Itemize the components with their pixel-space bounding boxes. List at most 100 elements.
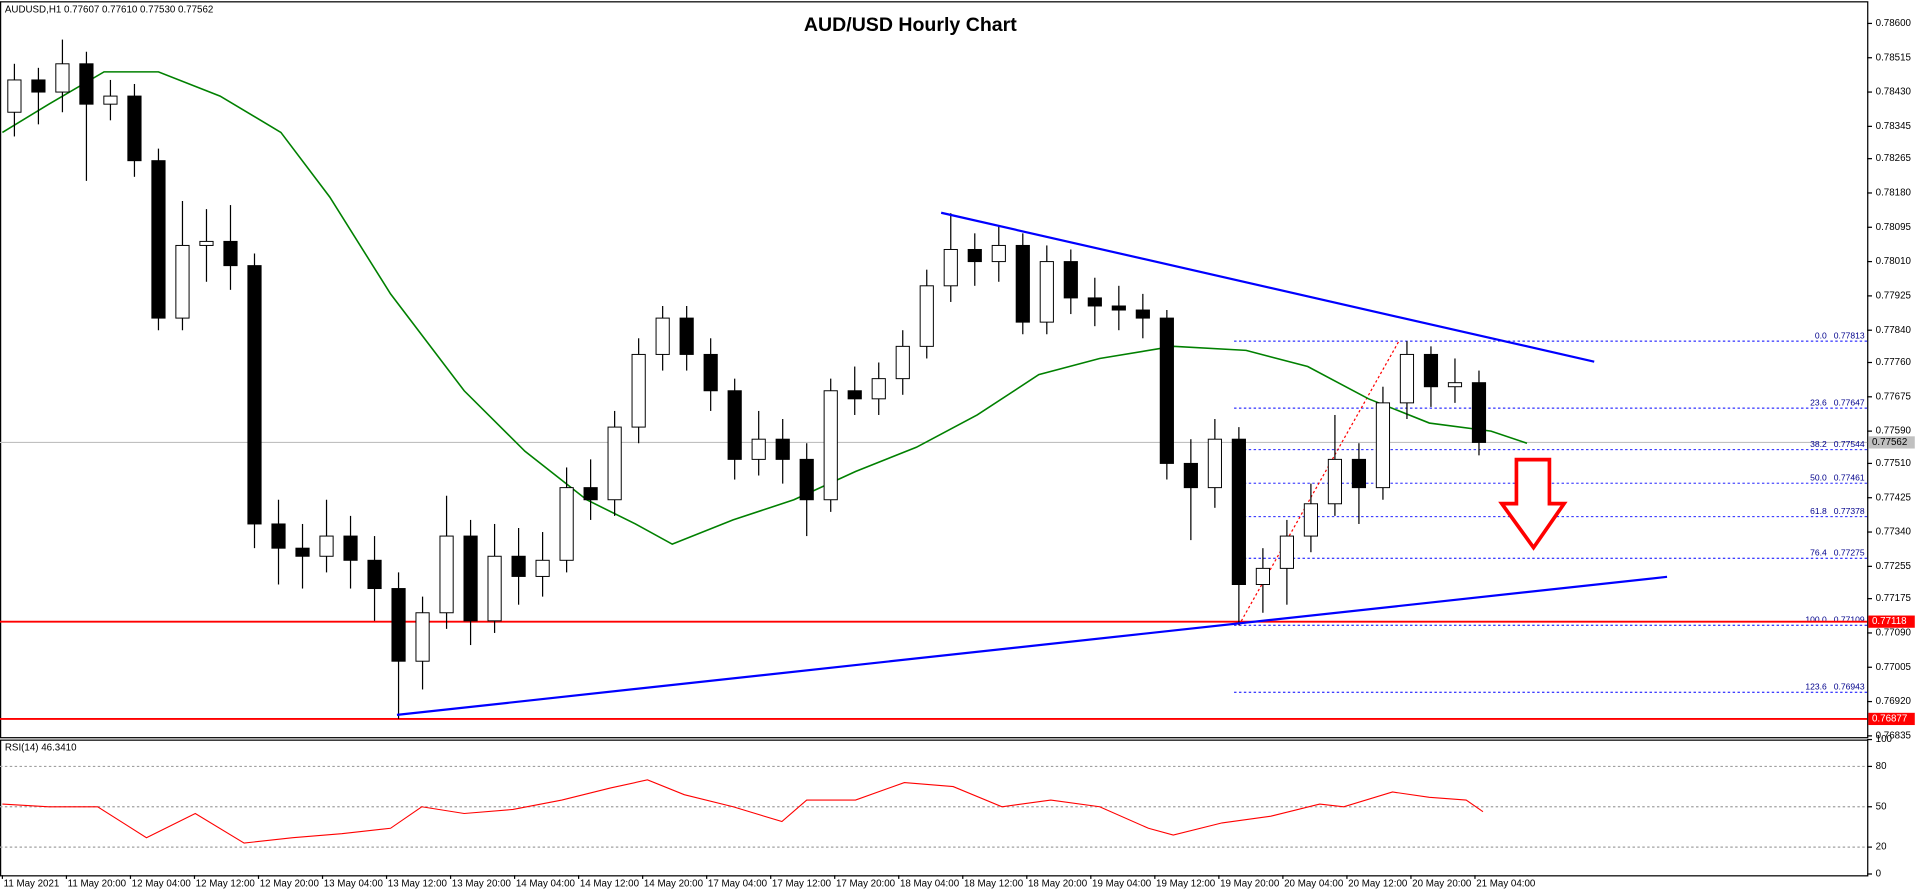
x-tick-label: 12 May 12:00 [196, 878, 256, 889]
candle-body [559, 487, 574, 561]
candle-body [1159, 317, 1174, 464]
x-tick-label: 21 May 04:00 [1476, 878, 1536, 889]
x-tick-label: 12 May 04:00 [132, 878, 192, 889]
y-tick-label: 0.78180 [1876, 188, 1912, 199]
candle-body [583, 487, 598, 501]
x-tick-label: 18 May 20:00 [1028, 878, 1088, 889]
candle-body [127, 95, 142, 162]
x-tick-label: 19 May 20:00 [1220, 878, 1280, 889]
fib-price: 0.77275 [1834, 548, 1865, 558]
candle-body [751, 438, 766, 460]
candle-body [271, 523, 286, 549]
y-tick-label: 0.78430 [1876, 87, 1912, 98]
candle-body [439, 535, 454, 614]
y-tick-label: 0.78600 [1876, 18, 1912, 29]
candle-body [487, 555, 502, 622]
x-tick-label: 20 May 12:00 [1348, 878, 1408, 889]
rsi-panel-frame [0, 739, 1869, 877]
moving-average [1, 71, 1528, 546]
y-tick-label: 0.77005 [1876, 662, 1912, 673]
x-tick-label: 17 May 12:00 [772, 878, 832, 889]
fib-ratio: 38.2 [1810, 439, 1827, 449]
y-tick-label: 0.76920 [1876, 696, 1912, 707]
candle-body [1207, 438, 1222, 489]
level-box [1868, 712, 1915, 726]
candle-body [1183, 462, 1198, 489]
y-tick-label: 0.77425 [1876, 492, 1912, 503]
y-tick-label: 0.78265 [1876, 153, 1912, 164]
price-panel-frame [0, 1, 1869, 739]
fib-price: 0.77461 [1834, 473, 1865, 483]
candle-body [1327, 458, 1343, 505]
x-tick-label: 12 May 20:00 [260, 878, 320, 889]
candle-body [247, 265, 262, 525]
x-tick-label: 17 May 20:00 [836, 878, 896, 889]
level-label: 0.77118 [1872, 616, 1907, 627]
candle-body [1087, 297, 1102, 307]
fib-price: 0.76943 [1834, 682, 1865, 692]
candle-body [1303, 503, 1318, 537]
current-price-label: 0.77562 [1872, 437, 1907, 448]
fib-price: 0.77813 [1834, 330, 1865, 340]
candle-body [1351, 458, 1367, 489]
y-tick-label: 0.77925 [1876, 290, 1912, 301]
candle-body [1471, 382, 1487, 443]
rsi-tick-label: 0 [1876, 869, 1882, 880]
rsi-line [2, 779, 1484, 844]
candle-body [79, 63, 94, 105]
candle-body [223, 240, 238, 267]
x-tick-label: 19 May 12:00 [1156, 878, 1216, 889]
candle-body [1279, 535, 1294, 569]
candle-body [151, 160, 166, 319]
level-label: 0.76877 [1872, 714, 1907, 725]
candle-body [391, 588, 406, 662]
candle-body [535, 559, 550, 577]
x-tick-label: 13 May 20:00 [452, 878, 512, 889]
x-tick-label: 14 May 04:00 [516, 878, 576, 889]
fib-price: 0.77647 [1834, 397, 1865, 407]
candle-body [1063, 261, 1078, 299]
candle-body [1111, 305, 1126, 311]
fib-price: 0.77109 [1834, 615, 1865, 625]
x-tick-label: 20 May 04:00 [1284, 878, 1344, 889]
candle-body [367, 559, 382, 590]
candle-body [175, 244, 190, 319]
candle-body [463, 535, 478, 622]
x-tick-label: 17 May 04:00 [708, 878, 768, 889]
fib-price: 0.77378 [1834, 506, 1865, 516]
rsi-tick-label: 20 [1876, 842, 1887, 853]
candle-body [1039, 261, 1054, 323]
y-tick-label: 0.77840 [1876, 325, 1912, 336]
fib-ratio: 123.6 [1805, 682, 1827, 692]
x-tick-label: 11 May 2021 [4, 878, 60, 889]
candle-body [967, 248, 982, 263]
level-box [1868, 615, 1915, 628]
x-tick-label: 19 May 04:00 [1092, 878, 1152, 889]
y-tick-label: 0.78345 [1876, 121, 1912, 132]
y-tick-label: 0.77340 [1876, 527, 1912, 538]
trendline [396, 575, 1668, 716]
fib-ratio: 0.0 [1815, 330, 1827, 340]
y-tick-label: 0.76835 [1876, 730, 1912, 741]
candle-body [1135, 309, 1150, 319]
y-tick-label: 0.78515 [1876, 52, 1912, 63]
x-tick-label: 18 May 12:00 [964, 878, 1024, 889]
fib-ratio: 61.8 [1810, 506, 1827, 516]
candle-body [919, 285, 934, 347]
candle-body [1255, 567, 1270, 585]
candle-body [511, 555, 526, 577]
fib-price: 0.77544 [1834, 439, 1865, 449]
x-tick-label: 18 May 04:00 [900, 878, 960, 889]
y-tick-label: 0.77760 [1876, 357, 1912, 368]
candle-body [943, 248, 958, 287]
candle-body [655, 317, 670, 355]
fib-ratio: 100.0 [1805, 615, 1827, 625]
candle-body [847, 390, 862, 400]
candle-body [1399, 353, 1415, 404]
rsi-tick-label: 100 [1876, 734, 1893, 745]
candle-body [871, 378, 886, 400]
candle-body [799, 458, 814, 501]
